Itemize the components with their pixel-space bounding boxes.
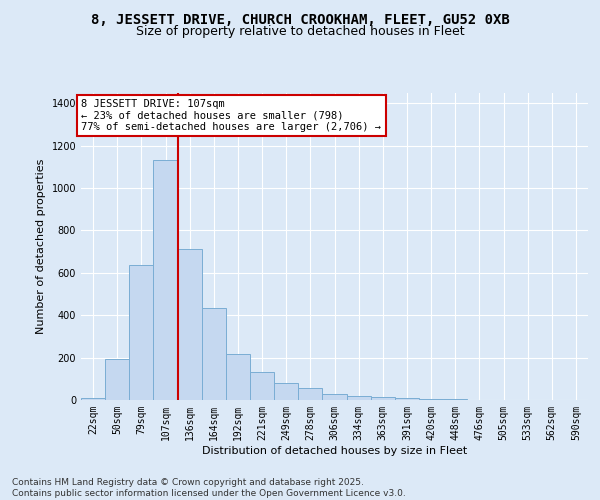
Bar bbox=[129, 266, 154, 400]
Bar bbox=[371, 397, 395, 400]
Bar bbox=[154, 160, 178, 400]
Bar bbox=[298, 388, 322, 400]
Bar bbox=[322, 394, 347, 400]
Text: 8, JESSETT DRIVE, CHURCH CROOKHAM, FLEET, GU52 0XB: 8, JESSETT DRIVE, CHURCH CROOKHAM, FLEET… bbox=[91, 12, 509, 26]
Bar bbox=[81, 398, 105, 400]
Bar bbox=[395, 398, 419, 400]
Bar bbox=[274, 383, 298, 400]
Text: 8 JESSETT DRIVE: 107sqm
← 23% of detached houses are smaller (798)
77% of semi-d: 8 JESSETT DRIVE: 107sqm ← 23% of detache… bbox=[82, 99, 382, 132]
Bar bbox=[105, 358, 129, 400]
Bar bbox=[250, 372, 274, 400]
Bar bbox=[419, 399, 443, 400]
Bar bbox=[202, 308, 226, 400]
Bar bbox=[178, 250, 202, 400]
Y-axis label: Number of detached properties: Number of detached properties bbox=[36, 158, 46, 334]
X-axis label: Distribution of detached houses by size in Fleet: Distribution of detached houses by size … bbox=[202, 446, 467, 456]
Bar bbox=[226, 354, 250, 400]
Text: Contains HM Land Registry data © Crown copyright and database right 2025.
Contai: Contains HM Land Registry data © Crown c… bbox=[12, 478, 406, 498]
Text: Size of property relative to detached houses in Fleet: Size of property relative to detached ho… bbox=[136, 25, 464, 38]
Bar bbox=[347, 396, 371, 400]
